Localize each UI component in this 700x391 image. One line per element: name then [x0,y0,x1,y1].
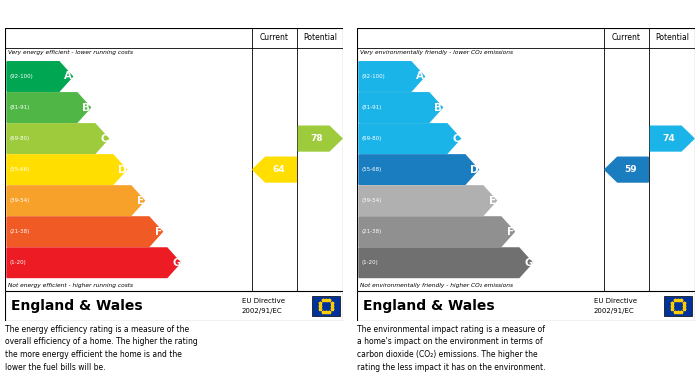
Polygon shape [7,217,162,246]
Text: England & Wales: England & Wales [363,299,495,313]
Text: C: C [101,134,108,143]
Text: C: C [453,134,460,143]
Text: E: E [489,196,496,206]
Polygon shape [7,62,72,91]
Polygon shape [298,126,342,151]
Text: A: A [64,72,72,81]
Text: Current: Current [612,33,641,42]
Text: Not environmentally friendly - higher CO₂ emissions: Not environmentally friendly - higher CO… [360,283,513,288]
Polygon shape [253,157,296,182]
Text: (69-80): (69-80) [362,136,382,141]
Text: (1-20): (1-20) [362,260,379,265]
Text: F: F [155,227,162,237]
Polygon shape [359,217,514,246]
Text: Very energy efficient - lower running costs: Very energy efficient - lower running co… [8,50,133,55]
Polygon shape [359,186,496,215]
Text: F: F [507,227,514,237]
Text: (81-91): (81-91) [362,105,382,110]
Text: Energy Efficiency Rating: Energy Efficiency Rating [12,11,174,23]
Text: 64: 64 [272,165,285,174]
Text: (39-54): (39-54) [362,198,382,203]
Text: Very environmentally friendly - lower CO₂ emissions: Very environmentally friendly - lower CO… [360,50,513,55]
Text: The energy efficiency rating is a measure of the
overall efficiency of a home. T: The energy efficiency rating is a measur… [5,325,197,371]
Polygon shape [359,62,424,91]
Text: (21-38): (21-38) [10,229,30,234]
Text: E: E [136,196,144,206]
Bar [312,296,340,316]
Text: 2002/91/EC: 2002/91/EC [594,308,634,314]
Text: A: A [416,72,424,81]
Polygon shape [359,93,442,122]
Text: 59: 59 [624,165,637,174]
Text: The environmental impact rating is a measure of
a home's impact on the environme: The environmental impact rating is a mea… [357,325,545,371]
Text: 78: 78 [310,134,323,143]
Text: (1-20): (1-20) [10,260,27,265]
Polygon shape [605,157,648,182]
Bar [664,296,692,316]
Text: Environmental Impact (CO₂) Rating: Environmental Impact (CO₂) Rating [364,11,596,23]
Text: EU Directive: EU Directive [594,298,636,303]
Polygon shape [7,186,144,215]
Polygon shape [7,155,127,185]
Text: D: D [470,165,479,175]
Polygon shape [359,155,478,185]
Text: (92-100): (92-100) [10,74,34,79]
Text: G: G [172,258,181,268]
Text: B: B [83,102,90,113]
Text: Not energy efficient - higher running costs: Not energy efficient - higher running co… [8,283,133,288]
Text: D: D [118,165,127,175]
Text: 74: 74 [662,134,675,143]
Text: (39-54): (39-54) [10,198,30,203]
Text: England & Wales: England & Wales [11,299,143,313]
Text: Current: Current [260,33,289,42]
Polygon shape [650,126,694,151]
Text: EU Directive: EU Directive [241,298,285,303]
Polygon shape [7,93,90,122]
Text: (81-91): (81-91) [10,105,30,110]
Text: (21-38): (21-38) [362,229,382,234]
Text: G: G [524,258,533,268]
Text: Potential: Potential [303,33,337,42]
Text: 2002/91/EC: 2002/91/EC [241,308,282,314]
Polygon shape [359,248,532,278]
Polygon shape [359,124,461,153]
Text: B: B [435,102,442,113]
Text: (69-80): (69-80) [10,136,30,141]
Text: Potential: Potential [655,33,690,42]
Text: (55-68): (55-68) [362,167,382,172]
Text: (55-68): (55-68) [10,167,30,172]
Polygon shape [7,248,181,278]
Text: (92-100): (92-100) [362,74,386,79]
Polygon shape [7,124,108,153]
